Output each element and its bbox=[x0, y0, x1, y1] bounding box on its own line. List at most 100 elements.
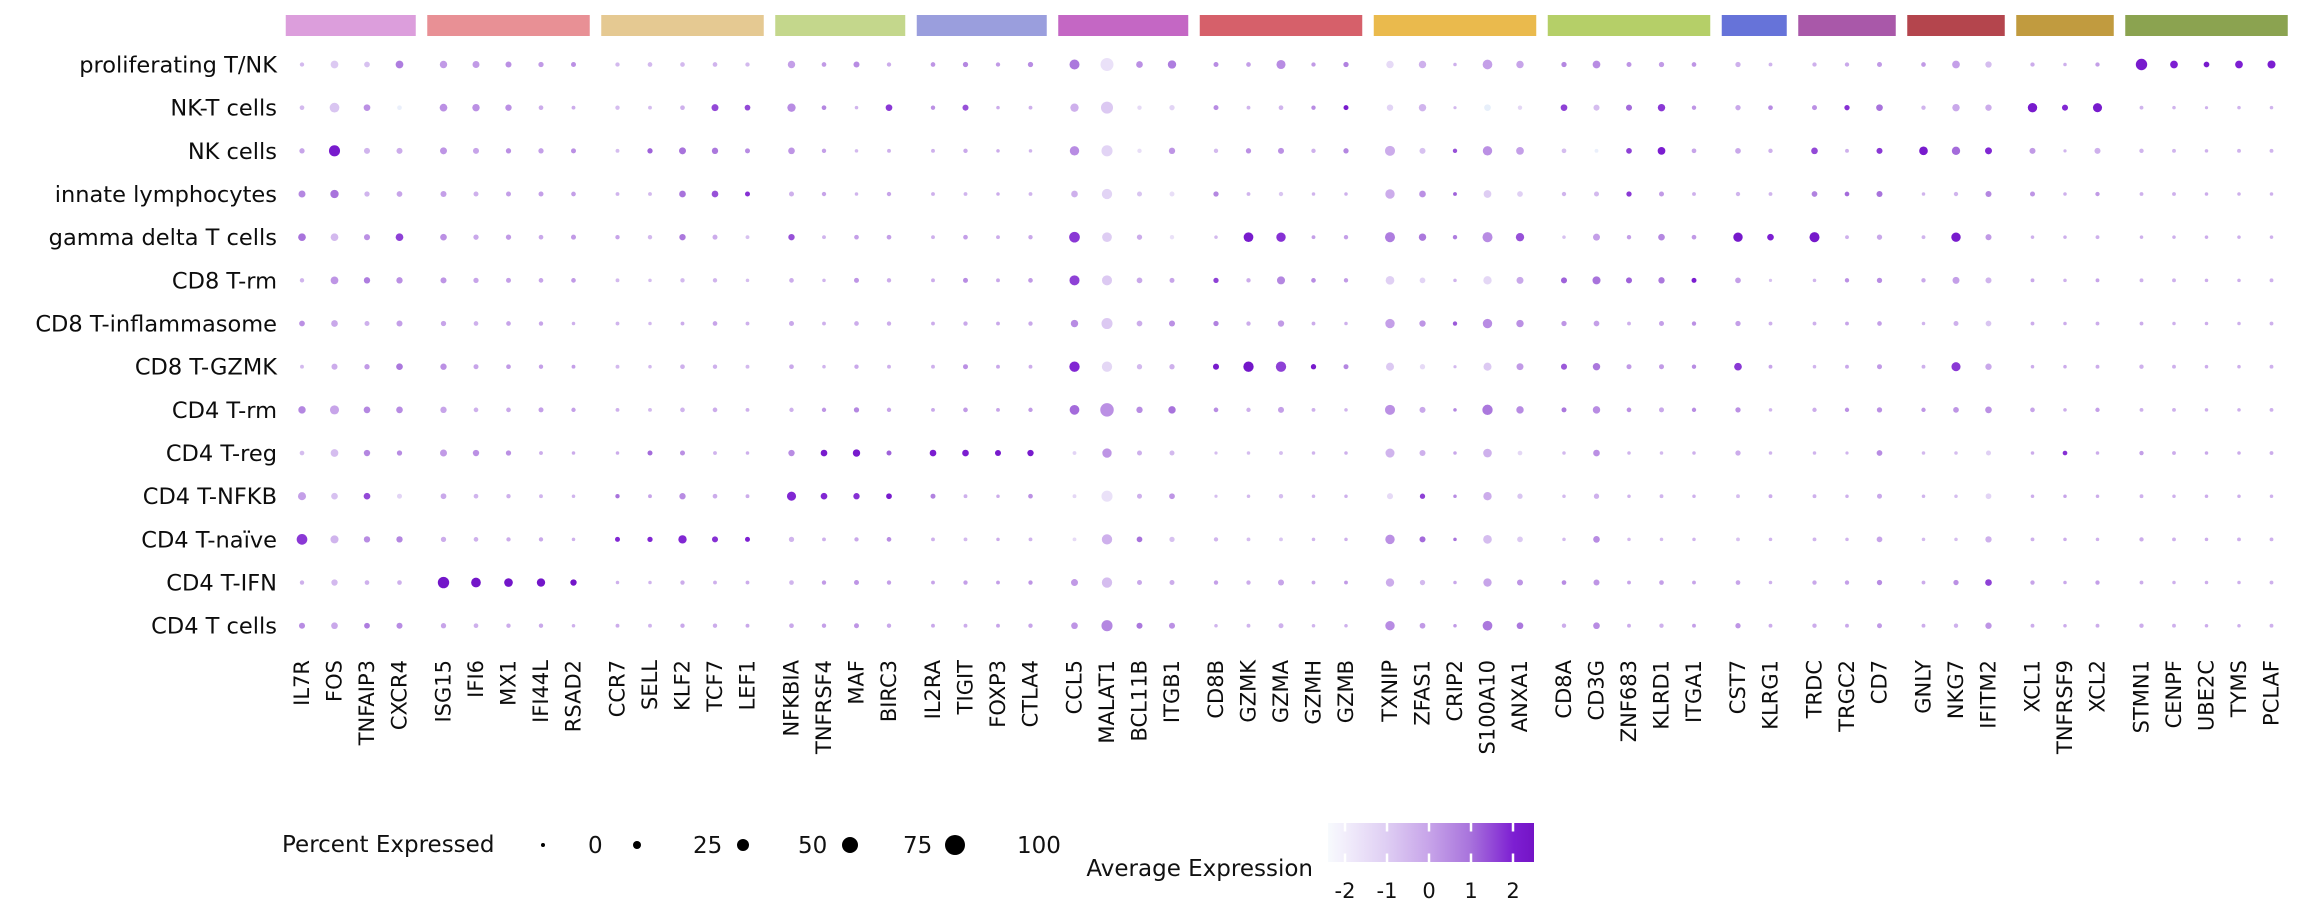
expression-dot bbox=[1516, 60, 1524, 69]
expression-dot bbox=[364, 622, 370, 629]
expression-dot bbox=[1453, 580, 1457, 585]
gene-label: TNFRSF9 bbox=[2053, 660, 2077, 755]
expression-dot bbox=[2237, 278, 2241, 283]
expression-dot bbox=[1659, 623, 1664, 628]
expression-dot bbox=[571, 623, 576, 628]
expression-dot bbox=[538, 191, 544, 197]
expression-dot bbox=[2204, 408, 2209, 412]
expression-dot bbox=[440, 277, 447, 284]
expression-dot bbox=[1419, 579, 1426, 586]
expression-dot bbox=[648, 321, 652, 326]
expression-dot bbox=[331, 320, 338, 327]
expression-dot bbox=[1516, 276, 1524, 284]
expression-dot bbox=[887, 148, 891, 153]
gene-label: CXCR4 bbox=[388, 660, 412, 730]
expression-dot bbox=[1483, 492, 1492, 501]
expression-dot bbox=[1136, 622, 1143, 629]
expression-dot bbox=[744, 104, 751, 111]
expression-dot bbox=[996, 149, 1000, 153]
expression-dot bbox=[1246, 407, 1251, 413]
expression-dot bbox=[571, 451, 576, 455]
expression-dot bbox=[1768, 408, 1773, 412]
expression-dot bbox=[1245, 148, 1252, 154]
expression-dot bbox=[996, 235, 1000, 240]
expression-dot bbox=[1954, 451, 1958, 455]
expression-dot bbox=[996, 537, 1000, 542]
expression-dot bbox=[854, 105, 859, 110]
expression-dot bbox=[396, 622, 403, 629]
expression-dot bbox=[1027, 61, 1034, 68]
expression-dot bbox=[886, 537, 892, 542]
expression-dot bbox=[1951, 146, 1961, 156]
expression-dot bbox=[996, 321, 1000, 326]
expression-dot bbox=[538, 105, 544, 111]
expression-dot bbox=[711, 190, 719, 198]
expression-dot bbox=[1418, 103, 1427, 112]
expression-dot bbox=[1276, 232, 1286, 242]
expression-dot bbox=[1246, 537, 1251, 542]
expression-dot bbox=[437, 576, 450, 589]
expression-dot bbox=[1136, 277, 1143, 284]
expression-dot bbox=[396, 536, 403, 543]
percent-expressed-legend-title: Percent Expressed bbox=[282, 832, 495, 858]
gene-label: CD8B bbox=[1204, 660, 1228, 719]
expression-dot bbox=[2172, 407, 2176, 412]
expression-dot bbox=[1311, 148, 1316, 154]
expression-dot bbox=[1735, 407, 1741, 413]
expression-dot bbox=[1812, 364, 1817, 369]
expression-dot bbox=[886, 407, 892, 413]
expression-dot bbox=[1953, 191, 1959, 197]
expression-dot bbox=[963, 277, 968, 283]
expression-dot bbox=[440, 406, 447, 414]
expression-dot bbox=[1070, 103, 1079, 112]
expression-dot bbox=[1768, 537, 1773, 542]
gene-label: ITGA1 bbox=[1682, 660, 1706, 723]
expression-dot bbox=[1168, 147, 1176, 155]
expression-dot bbox=[931, 278, 935, 283]
expression-dot bbox=[1876, 147, 1883, 154]
expression-dot bbox=[1659, 537, 1664, 542]
gene-label: PCLAF bbox=[2260, 660, 2284, 726]
expression-dot bbox=[615, 148, 620, 153]
expression-dot bbox=[1385, 448, 1395, 458]
expression-dot bbox=[854, 364, 859, 369]
expression-dot bbox=[789, 407, 794, 413]
expression-dot bbox=[2204, 149, 2209, 153]
expression-dot bbox=[1876, 234, 1883, 240]
expression-dot bbox=[1768, 62, 1773, 67]
expression-dot bbox=[538, 148, 544, 154]
cell-type-label: CD8 T-inflammasome bbox=[35, 312, 277, 338]
expression-dot bbox=[1561, 407, 1567, 413]
expression-dot bbox=[1386, 60, 1394, 69]
expression-dot bbox=[1921, 321, 1926, 326]
expression-dot bbox=[931, 623, 935, 628]
expression-dot bbox=[2030, 278, 2035, 283]
expression-dot bbox=[1213, 191, 1219, 197]
expression-dot bbox=[473, 321, 479, 326]
colorbar-tick-label: 1 bbox=[1464, 879, 1477, 903]
expression-dot bbox=[1768, 364, 1773, 369]
expression-dot bbox=[364, 364, 370, 370]
expression-dot bbox=[1169, 580, 1175, 586]
expression-dot bbox=[1169, 450, 1175, 456]
expression-dot bbox=[364, 580, 370, 585]
expression-dot bbox=[363, 104, 371, 112]
expression-dot bbox=[1419, 406, 1426, 413]
expression-dot bbox=[506, 623, 511, 628]
expression-dot bbox=[1168, 320, 1176, 327]
expression-dot bbox=[2027, 102, 2038, 113]
expression-dot bbox=[2139, 364, 2144, 369]
expression-dot bbox=[1169, 234, 1175, 240]
expression-dot bbox=[2172, 364, 2176, 369]
expression-dot bbox=[330, 535, 339, 544]
expression-dot bbox=[1627, 321, 1631, 326]
expression-dot bbox=[1137, 148, 1142, 154]
gene-label: TIGIT bbox=[954, 660, 978, 715]
expression-dot bbox=[1593, 320, 1600, 327]
expression-dot bbox=[473, 407, 479, 413]
expression-dot bbox=[2029, 147, 2036, 154]
expression-dot bbox=[506, 364, 511, 370]
gene-label: GZMB bbox=[1334, 660, 1358, 723]
expression-dot bbox=[2063, 580, 2067, 585]
expression-dot bbox=[1385, 534, 1395, 545]
